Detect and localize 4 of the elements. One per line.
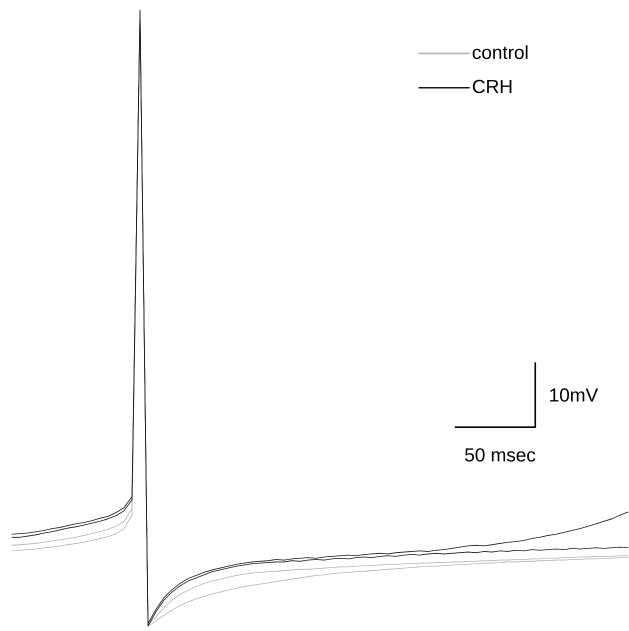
annotation: 10mV bbox=[550, 388, 598, 402]
annotation: 50 msec bbox=[465, 448, 536, 462]
legend-label: control bbox=[472, 45, 528, 60]
legend-label: CRH bbox=[472, 80, 512, 94]
